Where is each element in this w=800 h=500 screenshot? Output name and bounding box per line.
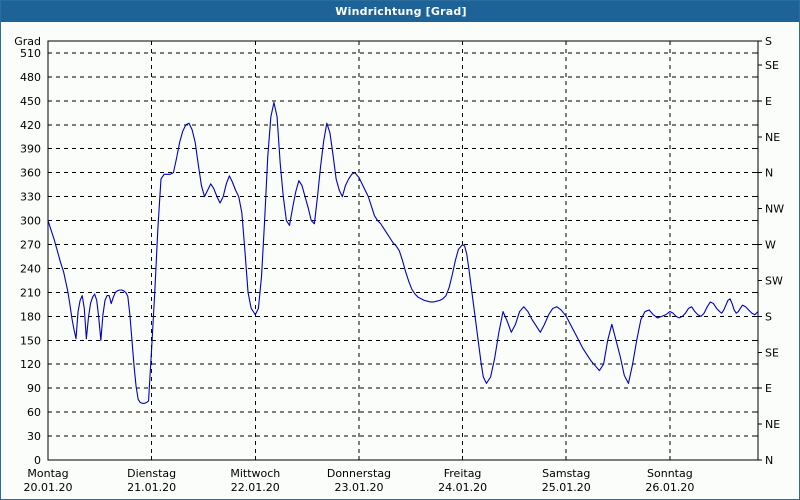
- wind-direction-line-chart: 0 30 60 90 120 150 180 210 240 270 300 330 360 390 420…: [14, 35, 784, 494]
- y2-axis-tick-label: NE: [765, 131, 780, 144]
- y-axis-tick-label: 120: [20, 358, 41, 371]
- x-axis-day-label: Montag: [27, 467, 68, 480]
- y-axis-tick-label: 450: [20, 95, 41, 108]
- y-axis-title: Grad: [14, 35, 41, 48]
- y-axis-tick-label: 390: [20, 143, 41, 156]
- y-axis-tick-label: 270: [20, 239, 41, 252]
- x-axis-day-label: Sonntag: [647, 467, 693, 480]
- grid-lines: [48, 41, 758, 460]
- y-axis-tick-label: 210: [20, 286, 41, 299]
- y-axis-tick-label: 300: [20, 215, 41, 228]
- windrichtung-series-line: [47, 101, 759, 404]
- y2-axis-tick-label: SE: [765, 346, 779, 359]
- x-axis-date-label: 21.01.20: [127, 481, 176, 494]
- y2-axis-tick-label: SE: [765, 59, 779, 72]
- y-axis-tick-label: 420: [20, 119, 41, 132]
- y-axis-tick-label: 360: [20, 167, 41, 180]
- x-axis-day-label: Donnerstag: [327, 467, 391, 480]
- y-axis-tick-label: 240: [20, 262, 41, 275]
- x-axis-day-label: Mittwoch: [230, 467, 280, 480]
- y-axis-tick-label: 330: [20, 191, 41, 204]
- axis-frame: [47, 40, 759, 461]
- plot-frame: [47, 40, 759, 461]
- y-axis-tick-label: 180: [20, 310, 41, 323]
- series-layer: [47, 101, 759, 404]
- x-axis-date-label: 22.01.20: [231, 481, 280, 494]
- y-axis-tick-label: 150: [20, 334, 41, 347]
- y2-axis-tick-label: E: [765, 382, 772, 395]
- y-axis-tick-label: 30: [27, 430, 41, 443]
- y2-axis-tick-label: NW: [765, 203, 784, 216]
- y-axis-tick-label: 480: [20, 71, 41, 84]
- y2-axis-tick-label: E: [765, 95, 772, 108]
- x-axis-day-label: Samstag: [542, 467, 590, 480]
- y2-axis-tick-label: S: [765, 310, 772, 323]
- y2-axis-tick-label: N: [765, 454, 773, 467]
- y2-axis-tick-label: N: [765, 167, 773, 180]
- y2-axis-tick-label: S: [765, 35, 772, 48]
- x-axis-date-label: 23.01.20: [334, 481, 383, 494]
- x-axis-date-label: 20.01.20: [24, 481, 73, 494]
- axis-ticks: [47, 40, 762, 461]
- y-axis-tick-label: 0: [34, 454, 41, 467]
- x-axis-date-label: 26.01.20: [645, 481, 694, 494]
- y2-axis-tick-label: W: [765, 239, 776, 252]
- window-title: Windrichtung [Grad]: [335, 5, 467, 18]
- y2-axis-tick-label: SW: [765, 274, 783, 287]
- axis-labels: 0 30 60 90 120 150 180 210 240 270 300 330 360 390 420…: [14, 35, 784, 494]
- y-axis-tick-label: 60: [27, 406, 41, 419]
- y2-axis-tick-label: NE: [765, 418, 780, 431]
- window-title-bar: Windrichtung [Grad]: [1, 1, 799, 22]
- chart-plot-area: 0 30 60 90 120 150 180 210 240 270 300 330 360 390 420…: [1, 22, 799, 499]
- x-axis-day-label: Dienstag: [127, 467, 176, 480]
- y-axis-tick-label: 90: [27, 382, 41, 395]
- x-axis-date-label: 25.01.20: [542, 481, 591, 494]
- x-axis-date-label: 24.01.20: [438, 481, 487, 494]
- x-axis-day-label: Freitag: [444, 467, 482, 480]
- y-axis-tick-label: 510: [20, 47, 41, 60]
